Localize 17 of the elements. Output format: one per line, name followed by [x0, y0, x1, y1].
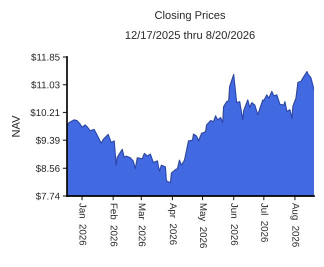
x-tick-label: Mar 2026: [138, 204, 146, 246]
y-tick-label: $7.74: [36, 192, 60, 200]
chart-title: Closing Prices: [155, 10, 226, 22]
x-tick-label: Apr 2026: [168, 202, 177, 245]
y-tick-label: $11.85: [31, 53, 60, 62]
x-tick-label: Feb 2026: [110, 204, 118, 246]
y-tick-label: $8.56: [36, 164, 60, 172]
chart-subtitle: 12/17/2025 thru 8/20/2026: [126, 30, 255, 39]
x-tick-label: May 2026: [198, 204, 207, 248]
x-tick-label: Jun 2026: [231, 203, 238, 246]
y-tick-label: $10.21: [30, 108, 60, 117]
x-tick-label: Jan 2026: [79, 203, 86, 246]
y-tick-label: $11.03: [31, 81, 60, 89]
x-tick-label: Aug 2026: [290, 202, 300, 247]
y-tick-label: $9.39: [36, 136, 60, 144]
x-tick-label: Jul 2026: [261, 203, 268, 242]
y-axis-title: NAV: [12, 116, 20, 137]
